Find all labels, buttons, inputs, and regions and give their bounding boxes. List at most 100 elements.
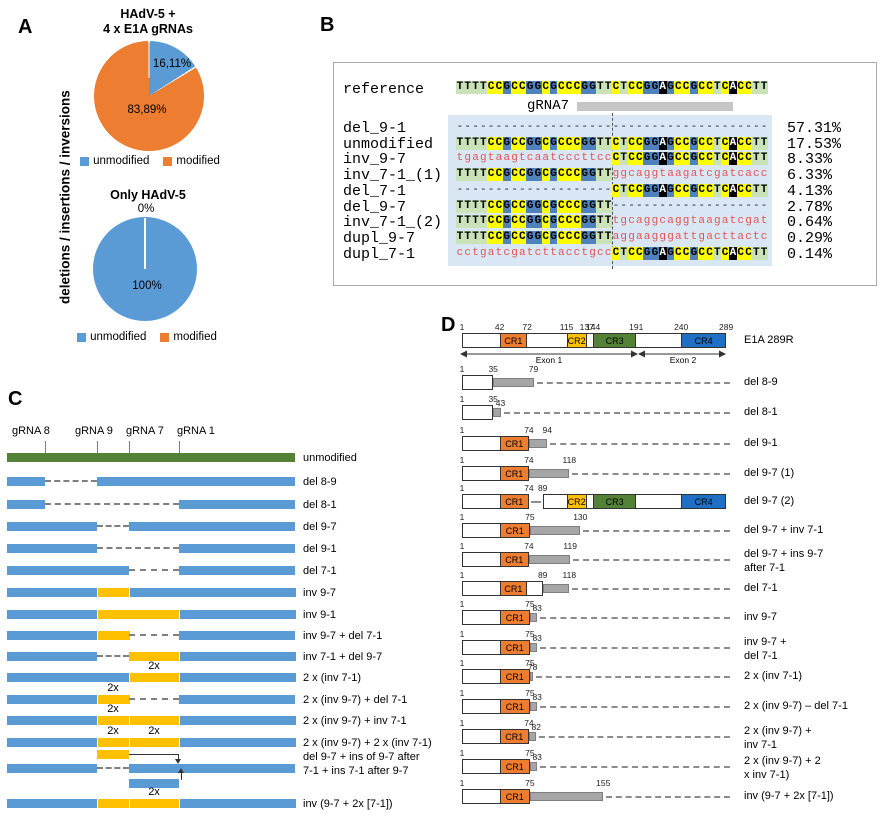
aa-position-118-del-9-7-1-: 118 bbox=[562, 455, 577, 465]
seq-base-del_7-1: T bbox=[760, 183, 768, 197]
truncation-dash-2-x-inv-9-7-del-7-1 bbox=[540, 706, 730, 708]
protein-box-del-8-1 bbox=[462, 405, 494, 420]
seq-base-inv_7-1_(2): a bbox=[721, 215, 729, 228]
seq-base-del_7-1: C bbox=[682, 183, 690, 197]
domain-CR1-del-9-7-inv-7-1: CR1 bbox=[499, 523, 530, 538]
seq-base-del_7-1: - bbox=[573, 183, 581, 196]
variant-frequency-inv_7-1_(1): 6.33% bbox=[787, 167, 833, 185]
seq-base-del_9-1: - bbox=[589, 121, 596, 133]
seq-base-reference: C bbox=[705, 81, 714, 94]
domain-CR2-e1a-289r: CR2 bbox=[566, 333, 587, 348]
seq-base-del_7-1: C bbox=[674, 183, 683, 197]
variant-frequency-unmodified: 17.53% bbox=[787, 135, 842, 153]
pie1-title: HAdV-5 + 4 x E1A gRNAs bbox=[103, 7, 193, 37]
seq-base-inv_9-7: c bbox=[573, 152, 581, 165]
seq-base-del_7-1: G bbox=[651, 183, 659, 197]
protein-label-2-x-inv-9-7-2-x-inv-7-1-: 2 x (inv 9-7) + 2 x inv 7-1) bbox=[744, 755, 821, 781]
genotype-label-unmodified: unmodified bbox=[303, 452, 357, 464]
genotype-label-del-8-9: del 8-9 bbox=[303, 476, 337, 488]
genotype-label-2-x-inv-9-7-inv-7-1: 2 x (inv 9-7) + inv 7-1 bbox=[303, 715, 407, 727]
aa-position-1-2-x-inv-9-7-inv-7-1: 1 bbox=[459, 718, 465, 728]
insert-connector-v2-del-9-7-ins-of-9-7-after-7-1-ins-7-1-after-9-7 bbox=[181, 773, 182, 780]
seq-base-unmodified: T bbox=[619, 136, 628, 150]
seq-base-inv_9-7: T bbox=[752, 152, 761, 166]
aa-position-240-e1a-289r: 240 bbox=[674, 322, 689, 332]
seq-base-inv_7-1_(2): C bbox=[518, 215, 527, 229]
genotype-label-inv-7-1-del-9-7: inv 7-1 + del 9-7 bbox=[303, 651, 383, 663]
seq-base-del_9-7: C bbox=[487, 199, 495, 213]
seq-base-unmodified: C bbox=[721, 136, 729, 150]
seq-base-del_9-7: - bbox=[674, 199, 682, 212]
seq-base-inv_7-1_(1): G bbox=[580, 168, 589, 182]
truncation-dash-del-8-9 bbox=[536, 382, 730, 384]
seq-base-inv_7-1_(2): T bbox=[479, 215, 488, 229]
seq-base-dupl_7-1: C bbox=[744, 246, 753, 260]
seq-base-unmodified: C bbox=[510, 136, 519, 150]
seq-base-del_9-7: - bbox=[620, 199, 627, 212]
seq-base-inv_9-7: a bbox=[472, 152, 479, 165]
legend-label-unmodified: unmodified bbox=[90, 331, 147, 343]
seq-base-unmodified: T bbox=[604, 136, 612, 150]
seq-base-inv_7-1_(2): T bbox=[596, 215, 605, 229]
seq-base-unmodified: C bbox=[495, 136, 503, 150]
seq-base-del_9-1: - bbox=[721, 121, 729, 133]
seq-base-del_7-1: G bbox=[666, 183, 675, 197]
seq-base-del_9-1: - bbox=[511, 121, 518, 133]
seq-base-inv_9-7: c bbox=[526, 152, 534, 165]
grna-label-2: gRNA 9 bbox=[75, 425, 113, 437]
seq-base-dupl_9-7: C bbox=[541, 230, 550, 244]
seq-base-del_9-7: - bbox=[737, 199, 744, 212]
seq-base-del_9-7: T bbox=[463, 199, 472, 213]
truncation-dash-del-9-1 bbox=[550, 443, 730, 445]
seq-base-del_7-1: - bbox=[464, 183, 471, 196]
genome-segment-del-9-7 bbox=[129, 522, 295, 531]
seq-base-inv_7-1_(1): t bbox=[729, 168, 737, 181]
seq-base-reference: T bbox=[479, 81, 488, 94]
seq-base-inv_7-1_(1): c bbox=[760, 168, 768, 181]
seq-base-dupl_9-7: c bbox=[760, 230, 768, 243]
seq-base-unmodified: C bbox=[674, 136, 683, 150]
seq-base-inv_7-1_(1): c bbox=[628, 168, 635, 181]
truncation-dash-2-x-inv-7-1- bbox=[535, 676, 730, 678]
seq-base-del_9-7: - bbox=[745, 199, 752, 212]
seq-base-del_7-1: - bbox=[503, 183, 510, 196]
seq-base-reference: C bbox=[635, 81, 644, 94]
seq-base-inv_9-7: C bbox=[697, 152, 706, 166]
domain-CR1-inv-9-7: CR1 bbox=[499, 610, 530, 625]
seq-base-del_9-1: - bbox=[518, 121, 526, 133]
seq-base-del_9-7: - bbox=[635, 199, 643, 212]
seq-base-dupl_9-7: a bbox=[612, 230, 620, 243]
domain-CR4-del-9-7-2-: CR4 bbox=[681, 494, 727, 509]
seq-base-del_9-1: - bbox=[534, 121, 542, 133]
truncation-dash-2-x-inv-9-7-inv-7-1 bbox=[539, 736, 730, 738]
genome-segment-del-7-1 bbox=[7, 566, 129, 575]
genome-segment-inv-7-1-del-9-7 bbox=[179, 652, 296, 661]
seq-base-inv_7-1_(1): T bbox=[456, 168, 464, 182]
seq-base-dupl_7-1: A bbox=[729, 246, 737, 260]
domain-CR1-del-9-7-2-: CR1 bbox=[499, 494, 529, 509]
seq-base-del_7-1: C bbox=[697, 183, 706, 197]
protein-label-del-9-7-inv-7-1: del 9-7 + inv 7-1 bbox=[744, 524, 824, 536]
seq-base-inv_7-1_(2): g bbox=[713, 215, 721, 228]
seq-base-inv_9-7: a bbox=[534, 152, 542, 165]
seq-base-del_9-7: T bbox=[604, 199, 612, 213]
variant-name-unmodified: unmodified bbox=[343, 135, 434, 153]
copy-count-mark-2-x-inv-9-7-2-x-inv-7-1-: 2x bbox=[148, 725, 160, 737]
seq-base-del_9-1: - bbox=[526, 121, 534, 133]
seq-base-del_9-1: - bbox=[487, 121, 495, 133]
seq-base-reference: G bbox=[549, 81, 558, 94]
seq-base-del_9-7: T bbox=[456, 199, 464, 213]
aa-position-1-del-9-7-2-: 1 bbox=[459, 483, 465, 493]
truncation-dash-2-x-inv-9-7-2-x-inv-7-1- bbox=[540, 766, 730, 768]
aa-position-118-del-7-1: 118 bbox=[562, 570, 577, 580]
seq-base-unmodified: G bbox=[690, 136, 698, 150]
seq-base-inv_7-1_(2): C bbox=[565, 215, 573, 229]
novel-sequence-bar-inv-9-7-2x-7-1- bbox=[529, 792, 604, 801]
seq-base-dupl_7-1: a bbox=[557, 246, 565, 259]
seq-base-inv_7-1_(1): T bbox=[604, 168, 612, 182]
aa-position-119-del-9-7-ins-9-7-after-7-1: 119 bbox=[563, 541, 577, 551]
seq-base-dupl_9-7: C bbox=[565, 230, 573, 244]
seq-base-dupl_9-7: g bbox=[651, 230, 659, 243]
seq-base-reference: G bbox=[651, 81, 659, 94]
seq-base-dupl_7-1: a bbox=[487, 246, 495, 259]
